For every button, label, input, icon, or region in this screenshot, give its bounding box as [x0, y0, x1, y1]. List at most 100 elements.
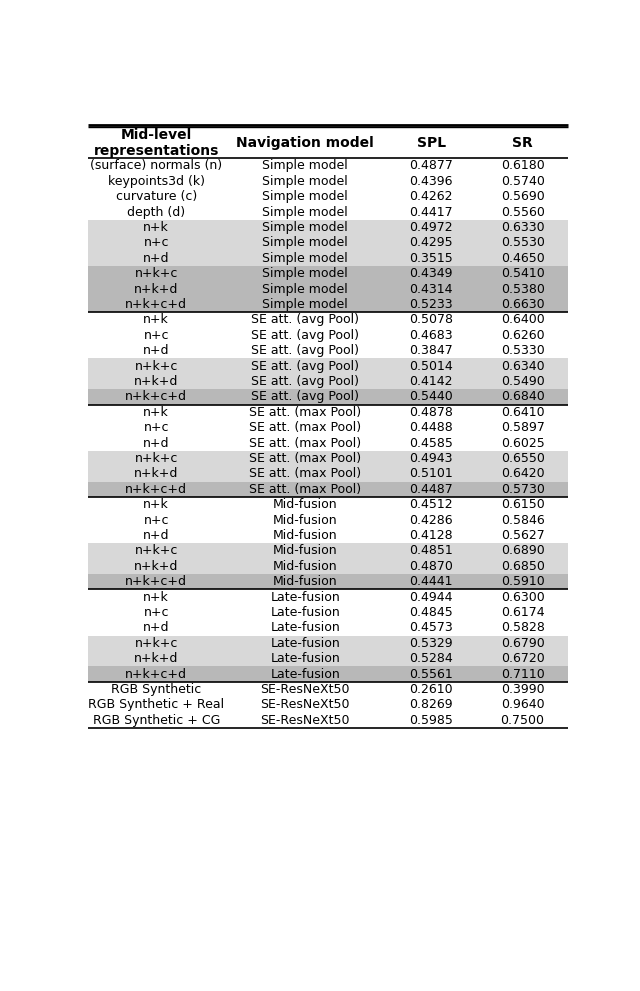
Text: 0.6550: 0.6550 [500, 452, 545, 465]
Text: SE att. (max Pool): SE att. (max Pool) [249, 405, 361, 419]
Text: Late-fusion: Late-fusion [270, 668, 340, 681]
Bar [88, 173, 568, 189]
Text: 0.4487: 0.4487 [410, 483, 453, 496]
Text: SPL: SPL [417, 136, 446, 150]
Text: Late-fusion: Late-fusion [270, 591, 340, 604]
Bar [88, 312, 568, 328]
Text: n+c: n+c [143, 606, 169, 619]
Text: 0.4851: 0.4851 [410, 544, 453, 557]
Text: 0.9640: 0.9640 [500, 699, 545, 712]
Text: Late-fusion: Late-fusion [270, 652, 340, 665]
Text: 0.3990: 0.3990 [500, 683, 545, 696]
Bar [88, 281, 568, 296]
Text: SE-ResNeXt50: SE-ResNeXt50 [260, 683, 350, 696]
Bar [88, 266, 568, 281]
Text: n+d: n+d [143, 252, 170, 265]
Bar [88, 635, 568, 651]
Text: 0.4314: 0.4314 [410, 282, 453, 295]
Text: 0.6300: 0.6300 [500, 591, 545, 604]
Bar [88, 682, 568, 698]
Text: 0.5233: 0.5233 [410, 298, 453, 311]
Text: n+d: n+d [143, 529, 170, 542]
Text: Simple model: Simple model [262, 160, 348, 172]
Text: n+k: n+k [143, 498, 169, 511]
Text: n+c: n+c [143, 421, 169, 434]
Text: keypoints3d (k): keypoints3d (k) [108, 174, 205, 187]
Text: 0.5014: 0.5014 [410, 360, 453, 373]
Text: 0.5410: 0.5410 [500, 268, 545, 280]
Text: n+k+c: n+k+c [134, 452, 178, 465]
Bar [88, 359, 568, 374]
Text: n+k+d: n+k+d [134, 375, 179, 388]
Text: 0.5078: 0.5078 [410, 313, 453, 326]
Text: 0.4944: 0.4944 [410, 591, 453, 604]
Text: n+k+c: n+k+c [134, 360, 178, 373]
Text: n+k+c: n+k+c [134, 637, 178, 650]
Text: n+k+c: n+k+c [134, 268, 178, 280]
Text: Simple model: Simple model [262, 252, 348, 265]
Bar [88, 698, 568, 713]
Text: 0.4512: 0.4512 [410, 498, 453, 511]
Text: 0.5897: 0.5897 [500, 421, 545, 434]
Bar [88, 574, 568, 590]
Text: SE-ResNeXt50: SE-ResNeXt50 [260, 714, 350, 726]
Text: 0.4488: 0.4488 [410, 421, 453, 434]
Text: SE att. (avg Pool): SE att. (avg Pool) [251, 313, 359, 326]
Text: 0.6180: 0.6180 [500, 160, 545, 172]
Text: 0.4142: 0.4142 [410, 375, 453, 388]
Bar [88, 374, 568, 389]
Text: 0.4286: 0.4286 [410, 513, 453, 526]
Text: n+k: n+k [143, 221, 169, 234]
Text: Late-fusion: Late-fusion [270, 606, 340, 619]
Text: RGB Synthetic: RGB Synthetic [111, 683, 202, 696]
Text: n+k+c+d: n+k+c+d [125, 483, 188, 496]
Bar [88, 435, 568, 451]
Text: 0.4349: 0.4349 [410, 268, 453, 280]
Text: 0.6025: 0.6025 [500, 437, 545, 450]
Text: 0.4943: 0.4943 [410, 452, 453, 465]
Bar [88, 543, 568, 559]
Bar [88, 389, 568, 404]
Text: 0.6410: 0.6410 [500, 405, 545, 419]
Text: SE att. (max Pool): SE att. (max Pool) [249, 452, 361, 465]
Text: 0.6340: 0.6340 [500, 360, 545, 373]
Text: n+k+c: n+k+c [134, 544, 178, 557]
Text: Mid-fusion: Mid-fusion [273, 575, 337, 589]
Text: 0.4683: 0.4683 [410, 329, 453, 342]
Text: 0.4650: 0.4650 [500, 252, 545, 265]
Text: 0.5284: 0.5284 [410, 652, 453, 665]
Text: n+k: n+k [143, 313, 169, 326]
Text: SE att. (avg Pool): SE att. (avg Pool) [251, 344, 359, 357]
Text: 0.5330: 0.5330 [500, 344, 545, 357]
Text: Late-fusion: Late-fusion [270, 637, 340, 650]
Text: n+k+c+d: n+k+c+d [125, 575, 188, 589]
Bar [88, 204, 568, 220]
Text: 0.5910: 0.5910 [500, 575, 545, 589]
Bar [88, 404, 568, 420]
Text: 0.3847: 0.3847 [410, 344, 453, 357]
Text: 0.5828: 0.5828 [500, 621, 545, 634]
Text: 0.8269: 0.8269 [410, 699, 453, 712]
Text: Mid-fusion: Mid-fusion [273, 498, 337, 511]
Text: 0.6150: 0.6150 [500, 498, 545, 511]
Text: 0.6850: 0.6850 [500, 560, 545, 573]
Text: 0.4877: 0.4877 [410, 160, 453, 172]
Text: SE att. (max Pool): SE att. (max Pool) [249, 437, 361, 450]
Bar [88, 651, 568, 666]
Text: 0.5985: 0.5985 [410, 714, 453, 726]
Bar [88, 666, 568, 682]
Text: 0.7500: 0.7500 [500, 714, 545, 726]
Text: n+c: n+c [143, 329, 169, 342]
Bar [88, 482, 568, 497]
Text: SE-ResNeXt50: SE-ResNeXt50 [260, 699, 350, 712]
Text: 0.5560: 0.5560 [500, 205, 545, 219]
Bar [88, 159, 568, 173]
Bar [88, 512, 568, 528]
Text: 0.4417: 0.4417 [410, 205, 453, 219]
Text: 0.6890: 0.6890 [500, 544, 545, 557]
Text: 0.6630: 0.6630 [500, 298, 545, 311]
Text: n+c: n+c [143, 513, 169, 526]
Text: SE att. (max Pool): SE att. (max Pool) [249, 483, 361, 496]
Text: 0.4845: 0.4845 [410, 606, 453, 619]
Text: n+k: n+k [143, 591, 169, 604]
